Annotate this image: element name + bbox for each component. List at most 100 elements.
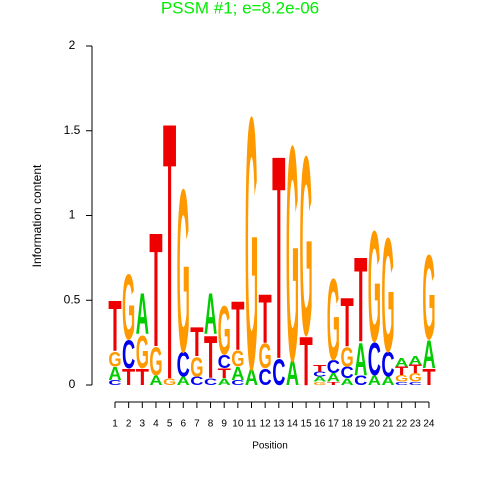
logo-letter: T bbox=[409, 362, 423, 375]
logo-letter: C bbox=[218, 351, 231, 372]
logo-letter: G bbox=[136, 327, 149, 379]
logo-letter: T bbox=[149, 199, 162, 381]
logo-letter: G bbox=[177, 141, 190, 401]
y-tick-label: 1.5 bbox=[64, 123, 81, 137]
logo-letter: T bbox=[300, 322, 313, 400]
logo-letter: T bbox=[340, 283, 353, 361]
logo-letter: T bbox=[422, 364, 435, 390]
y-axis-label: Information content bbox=[30, 164, 44, 267]
logo-letter: T bbox=[231, 286, 244, 364]
logo-letter: C bbox=[122, 332, 135, 377]
logo-letter: G bbox=[108, 349, 121, 372]
x-tick-label: 24 bbox=[423, 419, 435, 430]
logo-letter: A bbox=[286, 354, 299, 393]
logo-letter: T bbox=[122, 364, 135, 390]
y-tick-label: 1 bbox=[69, 208, 76, 222]
logo-letter: C bbox=[177, 345, 190, 384]
x-tick-label: 1 bbox=[112, 419, 118, 430]
x-tick-label: 22 bbox=[396, 419, 408, 430]
x-tick-label: 20 bbox=[369, 419, 381, 430]
x-tick-label: 6 bbox=[180, 419, 186, 430]
logo-letter: A bbox=[177, 375, 190, 388]
logo-letter: G bbox=[190, 351, 203, 382]
chart-title: PSSM #1; e=8.2e-06 bbox=[161, 0, 319, 17]
logo-letter: A bbox=[149, 373, 162, 388]
logo-letter: G bbox=[245, 43, 258, 446]
logo-letter: G bbox=[231, 347, 244, 372]
logo-letter: A bbox=[218, 377, 232, 387]
logo-letter: A bbox=[231, 363, 244, 384]
logo-letter: G bbox=[286, 83, 299, 426]
x-tick-label: 3 bbox=[140, 419, 146, 430]
logo-letter: G bbox=[122, 256, 135, 360]
logo-letter: C bbox=[368, 334, 381, 385]
logo-letter: C bbox=[381, 345, 394, 384]
logo-letter: A bbox=[327, 372, 340, 385]
x-tick-label: 10 bbox=[232, 419, 244, 430]
logo-letter: A bbox=[340, 377, 354, 387]
logo-letter: G bbox=[259, 336, 272, 375]
logo-letter: G bbox=[409, 372, 422, 385]
logo-letter: C bbox=[340, 363, 354, 382]
logo-letter: C bbox=[190, 375, 203, 388]
x-tick-label: 17 bbox=[328, 419, 340, 430]
logo-letter: C bbox=[409, 381, 423, 386]
logo-letter: T bbox=[136, 364, 149, 390]
logo-letter: A bbox=[313, 375, 326, 383]
y-tick-label: 0.5 bbox=[64, 292, 81, 306]
logo-letter: G bbox=[340, 341, 353, 372]
logo-letter: C bbox=[327, 356, 340, 377]
logo-letter: T bbox=[204, 324, 217, 392]
x-tick-label: 21 bbox=[382, 419, 394, 430]
x-tick-label: 11 bbox=[246, 419, 257, 430]
logo-letter: A bbox=[204, 283, 217, 348]
x-tick-label: 7 bbox=[194, 419, 200, 430]
logo-letter: G bbox=[381, 203, 394, 386]
x-tick-label: 19 bbox=[355, 419, 367, 430]
logo-letter: A bbox=[108, 363, 121, 384]
logo-letter: C bbox=[395, 381, 409, 386]
logo-letter: G bbox=[395, 373, 408, 383]
logo-letter: A bbox=[381, 375, 394, 388]
x-tick-label: 15 bbox=[301, 419, 313, 430]
logo-letter: G bbox=[163, 377, 176, 387]
logo-letter: A bbox=[422, 332, 435, 377]
logo-letter: A bbox=[136, 283, 149, 348]
logo-letter: T bbox=[272, 94, 285, 420]
x-tick-label: 14 bbox=[287, 419, 299, 430]
x-axis-label: Position bbox=[252, 441, 288, 452]
logo-letter: T bbox=[354, 232, 367, 367]
logo-letter: C bbox=[204, 377, 218, 387]
logo-letter: C bbox=[259, 365, 272, 391]
logo-letter: T bbox=[218, 366, 231, 381]
logo-letter: G bbox=[218, 291, 231, 369]
logo-letter: A bbox=[354, 334, 367, 385]
logo-letter: A bbox=[368, 373, 381, 388]
logo-letter: T bbox=[313, 363, 326, 374]
x-tick-label: 5 bbox=[167, 419, 173, 430]
x-tick-label: 8 bbox=[208, 419, 214, 430]
x-tick-label: 18 bbox=[341, 419, 353, 430]
logo-letter: T bbox=[163, 46, 176, 457]
logo-letter: A bbox=[245, 365, 258, 391]
logo-letter: T bbox=[108, 287, 121, 367]
x-tick-label: 12 bbox=[260, 419, 272, 430]
y-tick-label: 0 bbox=[69, 377, 76, 391]
logo-letter: G bbox=[313, 381, 326, 386]
logo-letter: A bbox=[395, 356, 408, 369]
logo-letter: G bbox=[327, 255, 340, 385]
logo-letter: C bbox=[354, 373, 367, 388]
x-tick-label: 23 bbox=[410, 419, 422, 430]
y-tick-label: 2 bbox=[69, 38, 76, 52]
x-tick-label: 4 bbox=[153, 419, 159, 430]
logo-letter: G bbox=[422, 231, 435, 365]
logo-letter: T bbox=[190, 320, 203, 366]
logo-letter: C bbox=[108, 378, 121, 386]
x-tick-label: 9 bbox=[221, 419, 227, 430]
logo-letter: T bbox=[395, 364, 409, 377]
logo-letter: C bbox=[313, 370, 326, 378]
logo-letter: G bbox=[149, 340, 162, 384]
logo-letter: C bbox=[231, 378, 244, 386]
x-tick-label: 2 bbox=[126, 419, 132, 430]
